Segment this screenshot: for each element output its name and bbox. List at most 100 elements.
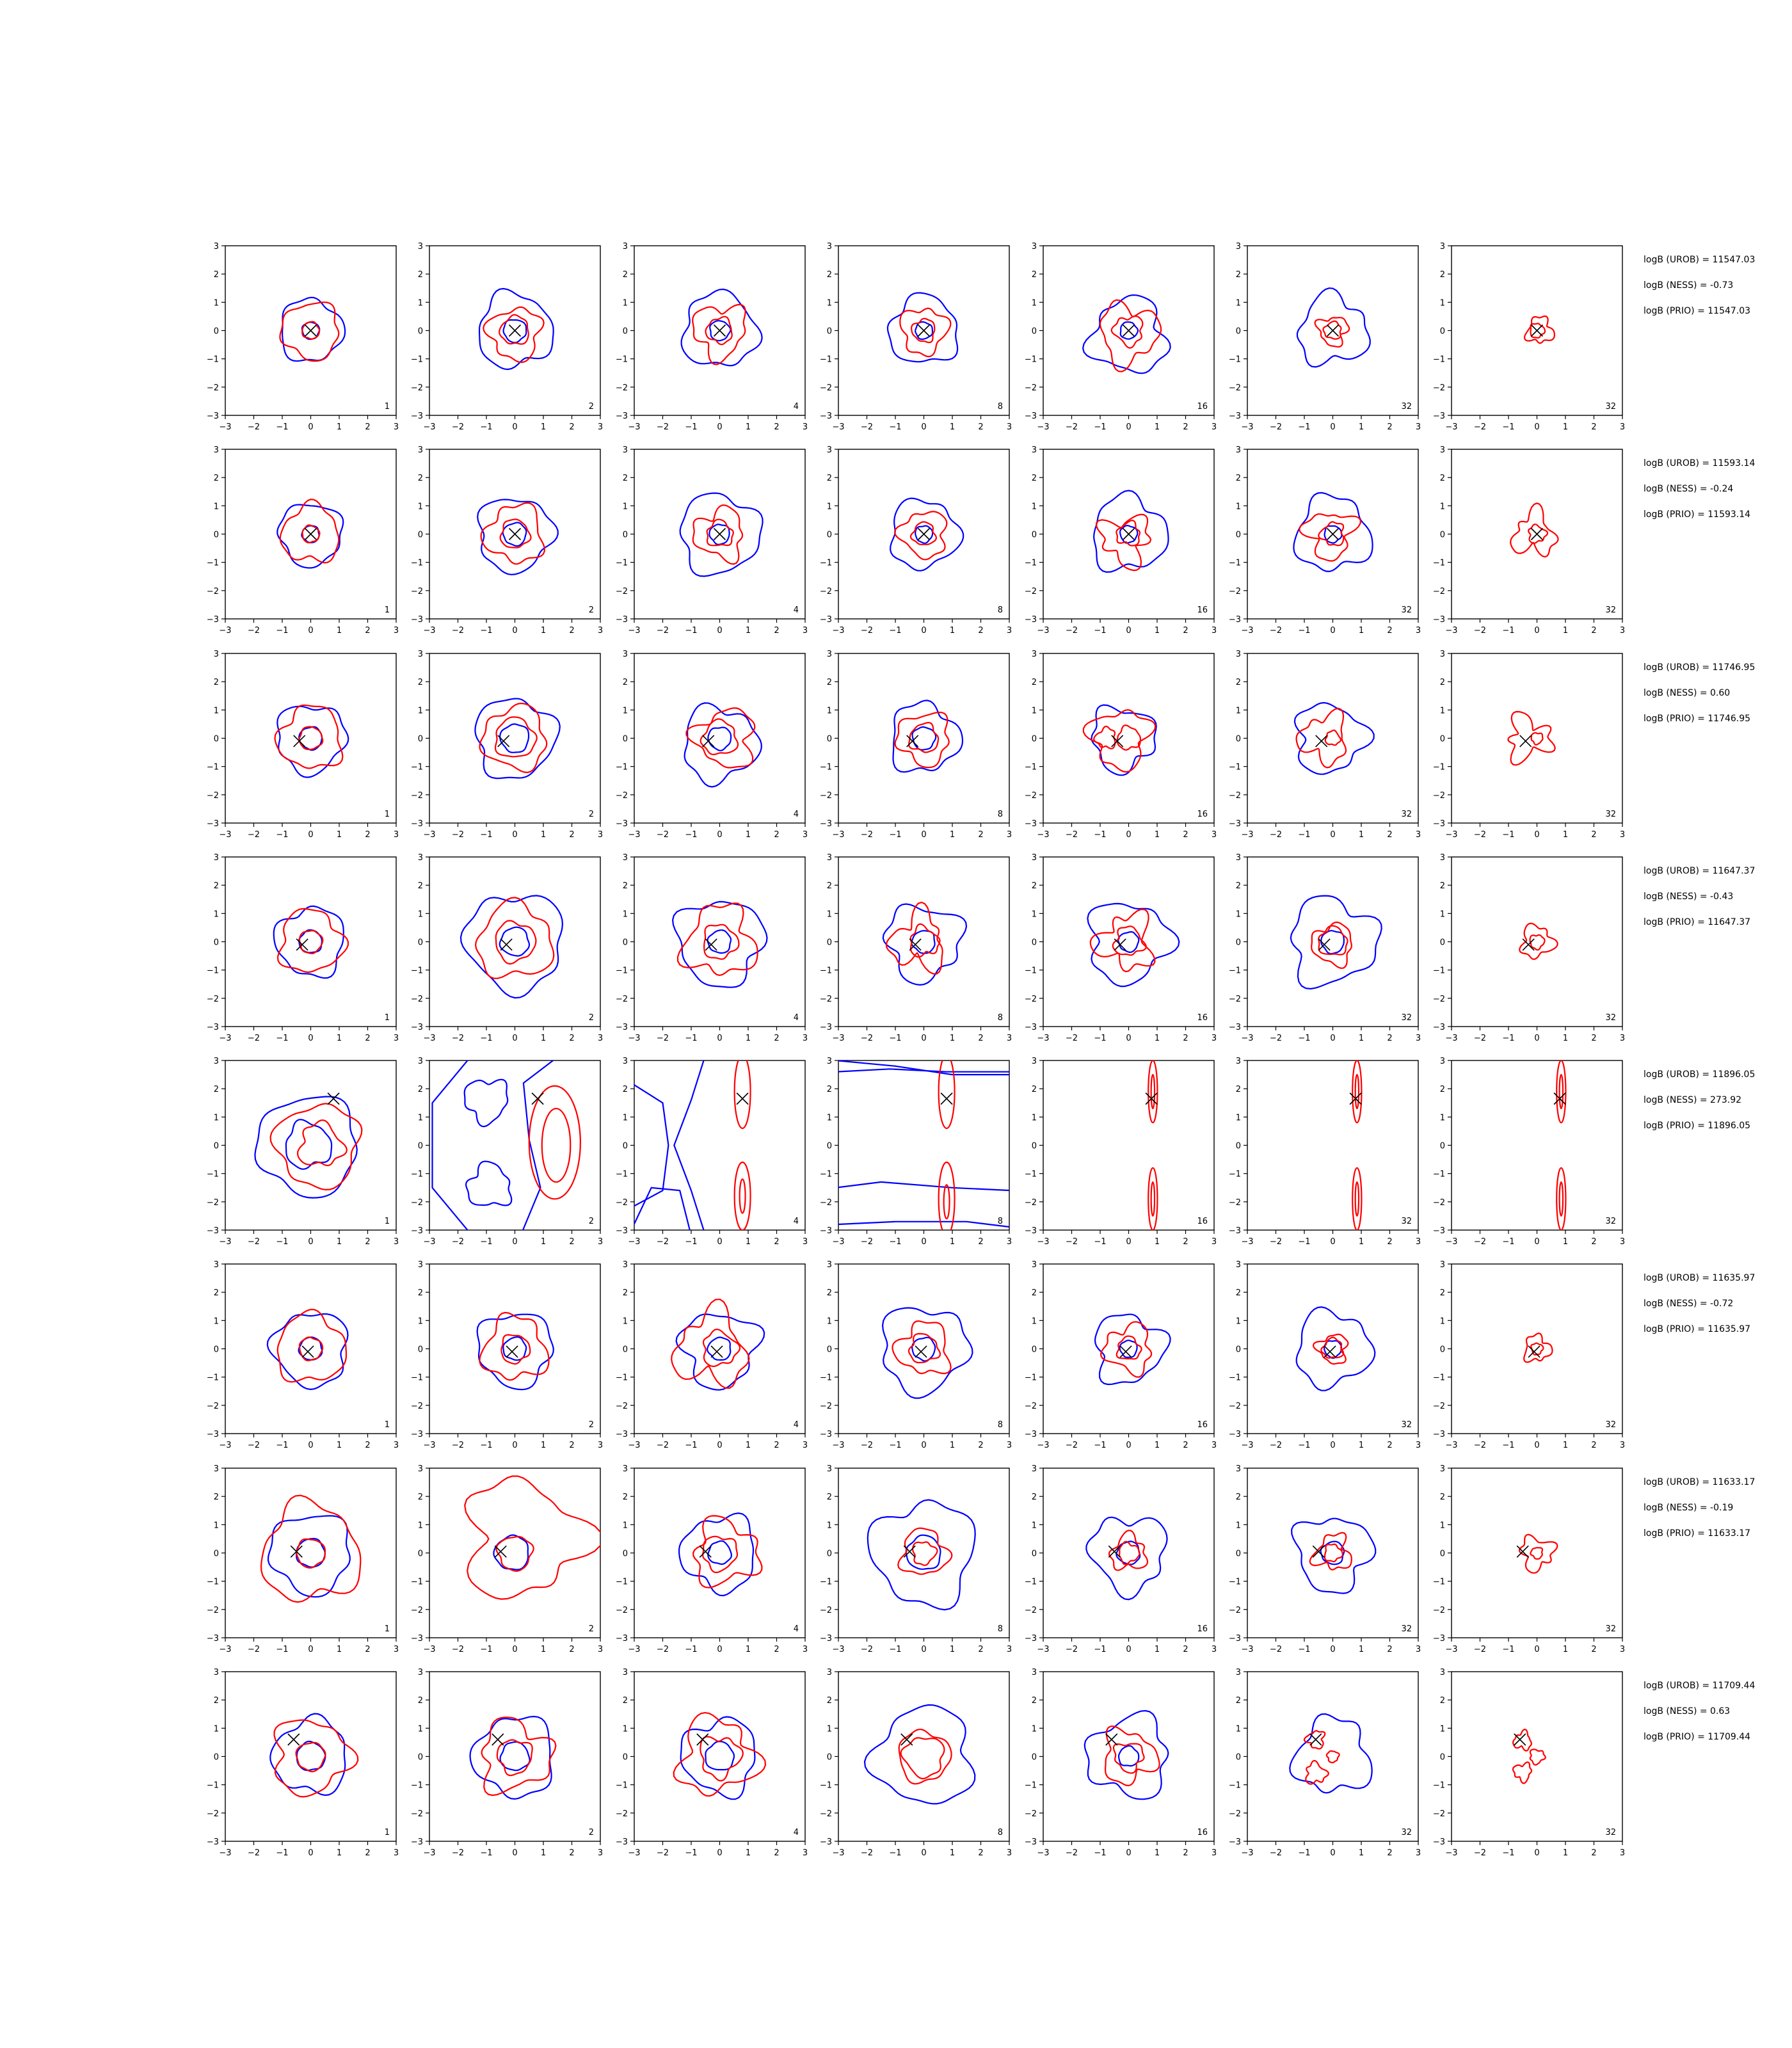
y-tick-label: −2 — [1433, 995, 1445, 1004]
x-tick-label: 3 — [1620, 422, 1625, 432]
y-tick-label: 3 — [1236, 445, 1241, 455]
y-tick-label: −1 — [411, 559, 423, 568]
y-tick-label: −2 — [411, 791, 423, 801]
x-tick-label: −1 — [1502, 830, 1514, 840]
y-tick-label: 0 — [623, 327, 628, 337]
panel-r8-c2: −3 −2 −1 0 1 2 3−3−2−101232 — [411, 1668, 603, 1858]
x-tick-label: 2 — [978, 1237, 983, 1247]
y-tick-label: 2 — [418, 474, 423, 483]
x-tick-label: −1 — [1298, 422, 1310, 432]
panel-r8-c5: −3 −2 −1 0 1 2 3−3−2−1012316 — [1025, 1668, 1217, 1858]
y-tick-label: 2 — [623, 1288, 628, 1298]
y-tick-label: 3 — [418, 650, 423, 659]
x-tick-label: 2 — [1183, 626, 1188, 636]
y-tick-label: −3 — [1433, 1023, 1445, 1032]
y-tick-label: 3 — [1032, 853, 1037, 863]
logb-stat: logB (UROB) = 11547.03 — [1644, 255, 1755, 265]
logb-stat: logB (NESS) = 273.92 — [1644, 1095, 1741, 1105]
panel-label: 2 — [589, 1828, 594, 1837]
x-tick-label: −2 — [657, 422, 669, 432]
x-tick-label: 2 — [569, 1645, 574, 1654]
y-tick-label: 3 — [1440, 853, 1445, 863]
x-tick-label: 3 — [598, 1645, 603, 1654]
y-tick-label: −2 — [411, 995, 423, 1004]
x-tick-label: −2 — [1270, 1237, 1282, 1247]
y-tick-label: 1 — [1032, 502, 1037, 511]
x-tick-label: −3 — [628, 1645, 640, 1654]
y-tick-label: 2 — [1032, 1492, 1037, 1502]
x-tick-label: −3 — [1241, 422, 1253, 432]
x-tick-label: 1 — [1359, 626, 1364, 636]
x-tick-label: −1 — [889, 1034, 901, 1043]
y-tick-label: −1 — [411, 1781, 423, 1791]
x-tick-label: −3 — [832, 1848, 844, 1858]
x-tick-label: −1 — [685, 1237, 697, 1247]
y-tick-label: 1 — [418, 706, 423, 716]
x-tick-label: 3 — [1212, 1848, 1217, 1858]
panel-r2-c4: −3 −2 −1 0 1 2 3 −3 −2 −1 0 1 2 3 8 — [820, 445, 1012, 636]
panel-label: 1 — [385, 1828, 390, 1837]
x-tick-label: 3 — [394, 1441, 399, 1450]
axes-frame — [634, 857, 805, 1027]
y-tick-label: 1 — [1032, 909, 1037, 919]
panel-r4-c6: −3 −2 −1 0 1 2 3−3−2−1012332 — [1229, 853, 1421, 1043]
x-tick-label: −2 — [1270, 422, 1282, 432]
y-tick-label: −1 — [616, 763, 628, 772]
x-tick-label: −3 — [1445, 1237, 1457, 1247]
y-tick-label: −1 — [207, 763, 219, 772]
y-tick-label: −3 — [616, 412, 628, 421]
y-tick-label: 2 — [1440, 1696, 1445, 1706]
x-tick-label: 1 — [950, 1645, 955, 1654]
y-tick-label: −3 — [411, 819, 423, 829]
x-tick-label: −1 — [276, 1237, 288, 1247]
y-tick-label: −2 — [1433, 383, 1445, 393]
y-tick-label: −1 — [207, 559, 219, 568]
y-tick-label: 3 — [1440, 650, 1445, 659]
x-tick-label: 3 — [394, 422, 399, 432]
panel-label: 32 — [1401, 1624, 1412, 1634]
axes-frame — [634, 653, 805, 823]
panel-label: 32 — [1605, 402, 1616, 412]
x-tick-label: 1 — [541, 1441, 546, 1450]
y-tick-label: −3 — [1229, 615, 1241, 625]
x-tick-label: −3 — [1037, 626, 1049, 636]
x-tick-label: −2 — [1270, 1441, 1282, 1450]
panel-r4-c5: −3 −2 −1 0 1 2 3−3−2−1012316 — [1025, 853, 1217, 1043]
x-tick-label: 2 — [1183, 1645, 1188, 1654]
x-tick-label: 0 — [1126, 626, 1131, 636]
y-tick-label: −2 — [411, 1606, 423, 1615]
x-tick-label: 3 — [1416, 1441, 1421, 1450]
y-tick-label: 3 — [418, 1464, 423, 1474]
axes-frame — [1247, 857, 1418, 1027]
axes-frame — [429, 1468, 600, 1638]
x-tick-label: 1 — [746, 422, 751, 432]
y-tick-label: 1 — [827, 706, 832, 716]
y-tick-label: −2 — [411, 587, 423, 596]
y-tick-label: 3 — [1440, 242, 1445, 252]
y-tick-label: −3 — [1433, 1837, 1445, 1847]
y-tick-label: −3 — [1433, 412, 1445, 421]
panel-label: 1 — [385, 1217, 390, 1226]
y-tick-label: 3 — [827, 1260, 832, 1270]
y-tick-label: 2 — [623, 1085, 628, 1094]
y-tick-label: −2 — [411, 1402, 423, 1411]
x-tick-label: 1 — [746, 1237, 751, 1247]
x-tick-label: −2 — [1066, 1645, 1078, 1654]
y-tick-label: −1 — [820, 763, 832, 772]
x-tick-label: −3 — [423, 1848, 435, 1858]
x-tick-label: 0 — [717, 422, 722, 432]
logb-stat: logB (UROB) = 11635.97 — [1644, 1273, 1755, 1283]
x-tick-label: 3 — [1416, 626, 1421, 636]
y-tick-label: 3 — [418, 1668, 423, 1677]
x-tick-label: −3 — [1037, 830, 1049, 840]
panel-label: 2 — [589, 810, 594, 819]
y-tick-label: −1 — [616, 966, 628, 976]
y-tick-label: 0 — [623, 1142, 628, 1151]
panel-r1-c7: −3 −2 −1 0 1 2 3−3−2−1012332 — [1433, 242, 1625, 432]
x-tick-label: −1 — [889, 626, 901, 636]
y-tick-label: 3 — [1440, 1057, 1445, 1066]
x-tick-label: 3 — [1416, 422, 1421, 432]
x-tick-label: −1 — [1094, 1441, 1106, 1450]
x-tick-label: 1 — [541, 1034, 546, 1043]
y-tick-label: 3 — [214, 445, 219, 455]
